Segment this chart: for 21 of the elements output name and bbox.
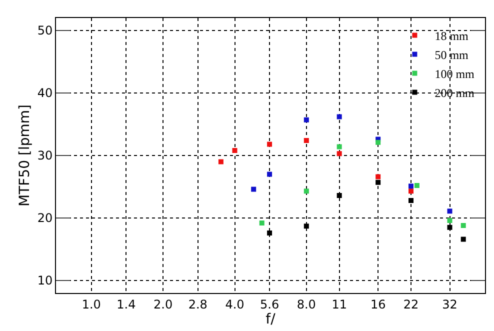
y-tick-label: 10: [37, 274, 53, 288]
y-axis-title: MTF50 [lpmm]: [16, 104, 33, 206]
x-tick-label: 22: [403, 297, 419, 312]
y-tick-label: 30: [37, 148, 53, 163]
x-tick-label: 2.0: [154, 297, 173, 312]
legend-label: 50 mm: [434, 48, 470, 62]
x-tick-label: 16: [370, 297, 386, 312]
x-tick-label: 32: [442, 297, 458, 312]
x-tick-label: 8.0: [296, 297, 316, 312]
y-tick-label: 20: [37, 211, 53, 226]
legend-label: 100 mm: [434, 66, 476, 81]
x-tick-label: 1.4: [116, 297, 136, 312]
x-axis-title: f/: [266, 311, 276, 328]
legend-label: 18 mm: [434, 28, 470, 43]
x-tick-label: 1.0: [82, 297, 101, 312]
x-tick-label: 2.8: [188, 297, 208, 312]
x-tick-label: 4.0: [225, 297, 244, 312]
x-tick-label: 11: [332, 297, 347, 312]
y-tick-label: 40: [37, 86, 53, 100]
y-tick-label: 50: [37, 24, 53, 38]
x-tick-label: 5.6: [260, 297, 280, 312]
